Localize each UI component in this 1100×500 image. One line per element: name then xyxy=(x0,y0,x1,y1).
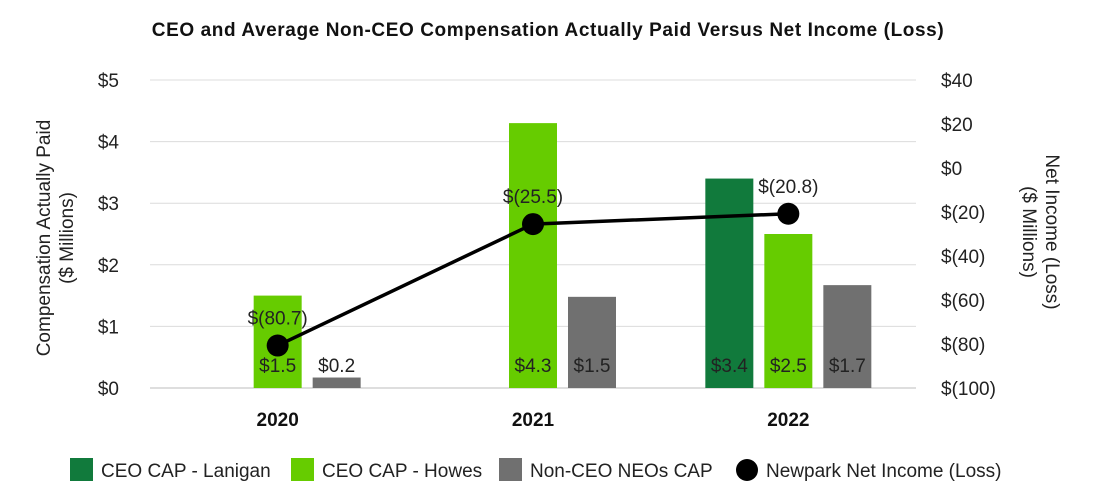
legend-swatch xyxy=(736,459,758,481)
net-income-point xyxy=(522,213,544,236)
bar-value-label: $1.5 xyxy=(259,356,296,377)
x-category-label: 2021 xyxy=(512,410,555,431)
bar-value-label: $4.3 xyxy=(515,356,552,377)
bar xyxy=(509,123,557,389)
legend-label: Newpark Net Income (Loss) xyxy=(766,461,1001,482)
y2-tick-label: $(80) xyxy=(941,335,985,356)
y-tick-label: $4 xyxy=(98,133,120,154)
legend-swatch xyxy=(291,458,314,481)
y2-axis-title-line: Net Income (Loss) xyxy=(1041,154,1062,309)
bar xyxy=(568,296,616,388)
bar xyxy=(764,234,813,388)
bar-value-label: $1.7 xyxy=(829,356,866,377)
net-income-point xyxy=(266,334,289,357)
legend-label: CEO CAP - Lanigan xyxy=(101,461,271,482)
bar-value-label: $2.5 xyxy=(770,356,807,377)
bar xyxy=(705,178,754,388)
bar-value-label: $1.5 xyxy=(574,356,611,377)
net-income-point xyxy=(777,202,800,225)
legend-swatch xyxy=(70,458,93,481)
legend-label: CEO CAP - Howes xyxy=(322,461,482,482)
y2-axis-title-line: ($ Millions) xyxy=(1018,186,1039,278)
bars xyxy=(253,123,872,389)
y-axis-title-line: Compensation Actually Paid xyxy=(34,120,55,357)
bar-value-label: $0.2 xyxy=(318,356,355,377)
y-axis-title: Compensation Actually Paid ($ Millions) xyxy=(34,120,78,357)
legend-label: Non-CEO NEOs CAP xyxy=(530,461,713,482)
y2-tick-label: $20 xyxy=(941,115,973,136)
y2-tick-label: $(20) xyxy=(941,203,985,224)
net-income-label: $(25.5) xyxy=(503,187,563,208)
x-category-label: 2022 xyxy=(767,410,809,431)
net-income-label: $(20.8) xyxy=(758,177,818,198)
y2-tick-label: $(60) xyxy=(941,291,985,312)
y2-tick-label: $(100) xyxy=(941,379,996,400)
y-tick-label: $0 xyxy=(98,379,119,400)
y-tick-label: $5 xyxy=(98,71,119,92)
bar xyxy=(823,285,872,388)
bar-value-label: $3.4 xyxy=(711,356,748,377)
y2-tick-label: $(40) xyxy=(941,247,985,268)
axes: $0 $1 $2 $3 $4 $5 $(100) $(80) $(60) $(40) $(20) $0… xyxy=(34,71,1062,431)
y2-tick-label: $0 xyxy=(941,159,962,180)
y-tick-label: $3 xyxy=(98,194,119,215)
y2-axis-title: Net Income (Loss)($ Millions) xyxy=(1018,154,1062,309)
x-category-label: 2020 xyxy=(257,410,299,431)
net-income-line xyxy=(266,202,800,357)
bar xyxy=(312,377,361,388)
data-labels: $3.4 $1.5 $4.3 $2.5 $0.2 $1.5 $1.7 $(80.7) $(25.… xyxy=(248,177,866,377)
legend-swatch xyxy=(499,458,522,481)
y2-tick-label: $40 xyxy=(941,71,973,92)
legend: CEO CAP - Lanigan CEO CAP - Howes Non-CEO … xyxy=(70,458,1001,482)
y-tick-label: $1 xyxy=(98,317,119,338)
net-income-label: $(80.7) xyxy=(248,309,308,330)
y-axis-title-line: ($ Millions) xyxy=(57,192,78,284)
chart-title: CEO and Average Non-CEO Compensation Act… xyxy=(152,20,945,41)
y-tick-label: $2 xyxy=(98,256,119,277)
